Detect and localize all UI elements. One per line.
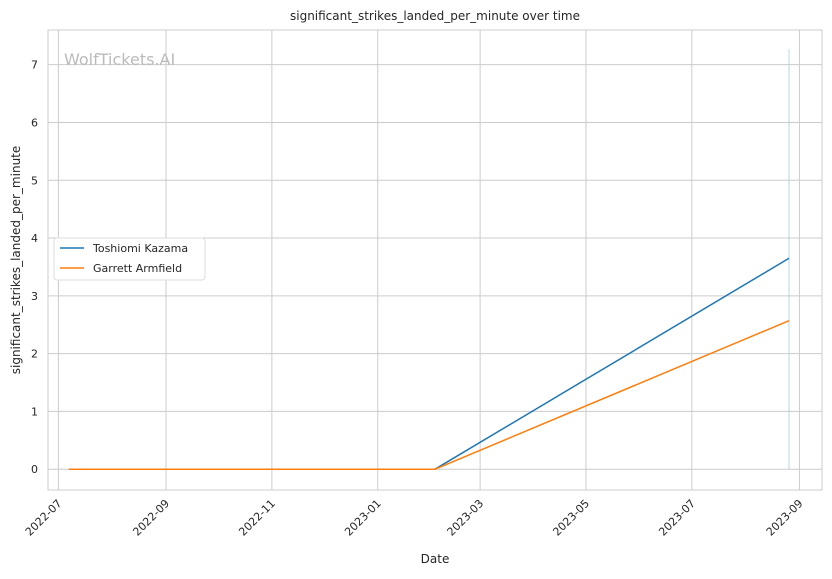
plot-frame (47, 29, 823, 491)
legend: Toshiomi Kazama Garrett Armfield (53, 237, 206, 281)
x-tick-label: 2023-01 (342, 497, 384, 539)
legend-box (53, 237, 206, 281)
grid (48, 30, 822, 490)
chart-title: significant_strikes_landed_per_minute ov… (290, 9, 580, 23)
y-tick-label: 2 (31, 348, 38, 361)
y-tick-label: 3 (31, 290, 38, 303)
x-tick-label: 2022-09 (130, 497, 172, 539)
x-tick-label: 2022-07 (23, 497, 65, 539)
series-line-1 (68, 319, 790, 470)
tick-labels: 0 1 2 3 4 5 6 7 2022-07 2022-09 2022-11 2023-01 2023… (23, 59, 806, 539)
y-tick-label: 5 (31, 174, 38, 187)
legend-label-toshiomi: Toshiomi Kazama (92, 242, 188, 255)
legend-label-garrett: Garrett Armfield (93, 262, 182, 275)
series-marks (68, 49, 790, 470)
y-tick-label: 0 (31, 463, 38, 476)
x-tick-label: 2022-11 (236, 497, 278, 539)
watermark: WolfTickets.AI (64, 50, 175, 69)
x-axis-label: Date (421, 552, 450, 566)
y-axis-label: significant_strikes_landed_per_minute (9, 146, 23, 375)
y-tick-label: 6 (31, 116, 38, 129)
x-tick-label: 2023-05 (550, 497, 592, 539)
x-tick-label: 2023-09 (764, 497, 806, 539)
y-tick-label: 4 (31, 232, 38, 245)
y-tick-label: 7 (31, 59, 38, 72)
x-tick-label: 2023-03 (445, 497, 487, 539)
x-tick-label: 2023-07 (656, 497, 698, 539)
y-tick-label: 1 (31, 405, 38, 418)
series-line-0 (68, 257, 790, 470)
